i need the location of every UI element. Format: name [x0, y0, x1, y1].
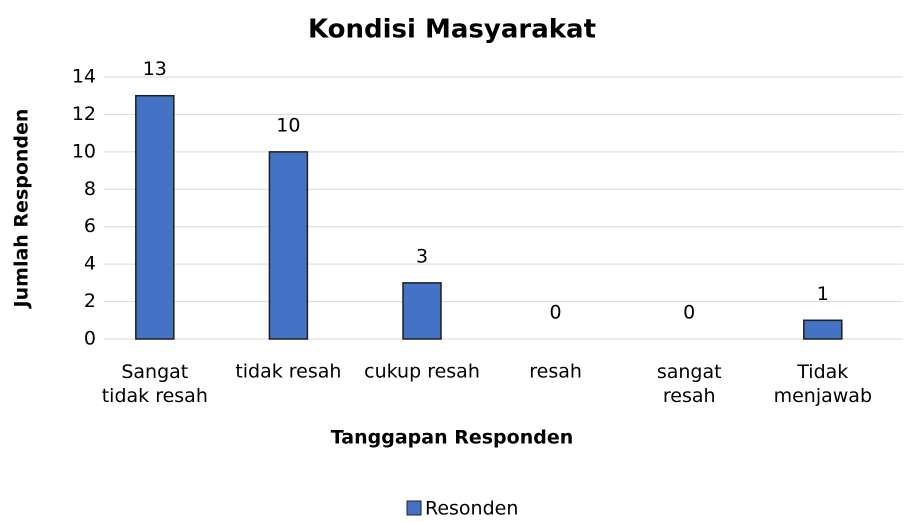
y-tick-label: 2 [84, 290, 96, 312]
chart-title: Kondisi Masyarakat [308, 15, 596, 45]
x-tick-label: Tidak menjawab [774, 361, 872, 407]
y-tick-label: 14 [72, 66, 96, 88]
y-tick-label: 12 [72, 103, 96, 125]
x-tick-label: Sangat tidak resah [102, 361, 208, 407]
data-label: 13 [143, 58, 167, 80]
x-tick-label: tidak resah [235, 361, 341, 383]
y-axis-title: Jumlah Responden [11, 109, 33, 310]
legend-label: Resonden [425, 498, 518, 520]
data-label: 3 [416, 245, 428, 267]
data-label: 0 [550, 302, 562, 324]
data-label: 1 [817, 283, 829, 305]
y-tick-label: 4 [84, 253, 96, 275]
bar [402, 282, 442, 340]
data-label: 0 [683, 302, 695, 324]
data-label: 10 [276, 114, 300, 136]
y-tick-label: 10 [72, 140, 96, 162]
y-tick-label: 8 [84, 178, 96, 200]
y-tick-label: 6 [84, 215, 96, 237]
x-axis-title: Tanggapan Responden [331, 427, 573, 449]
x-tick-label: sangat resah [657, 361, 722, 407]
x-tick-label: cukup resah [364, 361, 480, 383]
x-tick-label: resah [529, 361, 582, 383]
bar [135, 94, 175, 340]
legend-swatch [406, 500, 422, 516]
bar [268, 151, 309, 340]
bar [803, 319, 843, 340]
y-tick-label: 0 [84, 328, 96, 350]
